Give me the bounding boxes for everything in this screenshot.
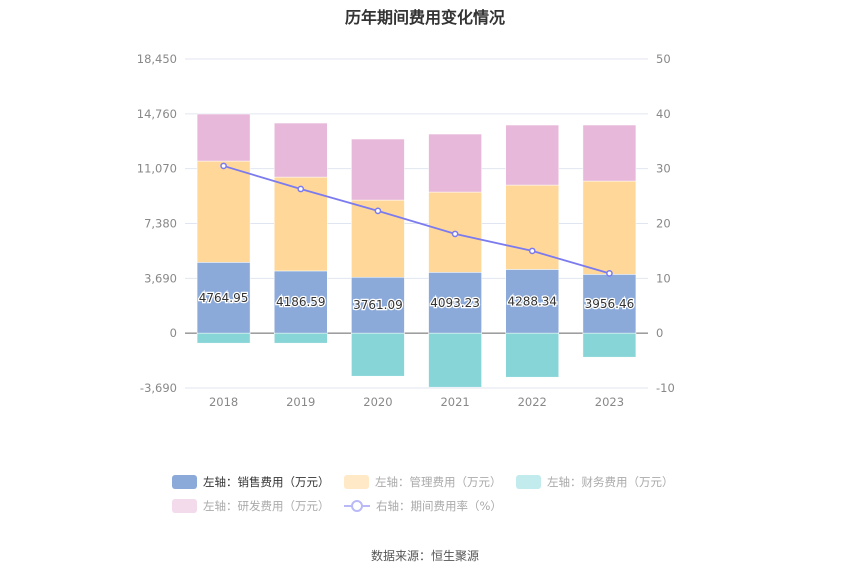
bar-segment bbox=[351, 138, 405, 201]
rate-point bbox=[220, 162, 227, 170]
bar-segment bbox=[428, 332, 482, 388]
bar-data-label: 3761.09 bbox=[353, 298, 403, 312]
rate-line bbox=[223, 165, 610, 275]
bar-segment bbox=[582, 124, 637, 182]
x-tick-label: 2020 bbox=[363, 395, 392, 409]
bar-segment bbox=[351, 277, 405, 334]
legend-admin[interactable]: 左轴：管理费用（万元） bbox=[344, 474, 502, 490]
bar-segment bbox=[582, 274, 637, 334]
bar-segment bbox=[582, 332, 637, 358]
right-tick-label: 50 bbox=[656, 52, 671, 66]
left-tick-label: 3,690 bbox=[144, 271, 177, 285]
left-tick-label: 14,760 bbox=[137, 107, 177, 121]
right-tick-label: 40 bbox=[656, 107, 671, 121]
legend-swatch bbox=[172, 475, 197, 489]
right-tick-label: -10 bbox=[656, 381, 675, 395]
legend-label: 左轴：管理费用（万元） bbox=[375, 475, 502, 489]
bar-segment bbox=[505, 124, 559, 186]
right-tick-label: 0 bbox=[656, 326, 663, 340]
bar-segment bbox=[351, 332, 405, 377]
x-tick-label: 2019 bbox=[286, 395, 315, 409]
right-tick-label: 10 bbox=[656, 271, 671, 285]
legend-label: 左轴：研发费用（万元） bbox=[203, 499, 330, 513]
bar-segment bbox=[196, 262, 251, 334]
rate-point bbox=[606, 270, 613, 277]
legend-label: 左轴：财务费用（万元） bbox=[547, 475, 674, 489]
x-tick-label: 2018 bbox=[209, 395, 238, 409]
bar-segment bbox=[428, 272, 482, 334]
x-tick-label: 2023 bbox=[595, 395, 624, 409]
legend-rd[interactable]: 左轴：研发费用（万元） bbox=[172, 498, 330, 514]
legend-label: 右轴：期间费用率（%） bbox=[376, 499, 502, 513]
bar-data-label: 4764.95 bbox=[199, 291, 249, 305]
x-tick-label: 2022 bbox=[518, 395, 547, 409]
left-tick-label: -3,690 bbox=[140, 381, 177, 395]
legend-label: 左轴：销售费用（万元） bbox=[203, 475, 330, 489]
bar-segment bbox=[196, 160, 251, 263]
bar-segment bbox=[196, 332, 251, 344]
bar-segment bbox=[274, 176, 328, 272]
bar-segment bbox=[274, 332, 328, 344]
left-tick-label: 0 bbox=[170, 326, 177, 340]
right-tick-label: 20 bbox=[656, 217, 671, 231]
data-source: 数据来源：恒生聚源 bbox=[370, 549, 479, 563]
chart-title: 历年期间费用变化情况 bbox=[344, 8, 505, 27]
bar-segment bbox=[196, 113, 251, 162]
bar-segment bbox=[274, 270, 328, 334]
legend-sales[interactable]: 左轴：销售费用（万元） bbox=[172, 474, 330, 490]
bar-segment bbox=[505, 332, 559, 378]
rate-point bbox=[528, 247, 536, 255]
left-tick-label: 18,450 bbox=[137, 52, 177, 66]
right-tick-label: 30 bbox=[656, 162, 671, 176]
bar-data-label: 4288.34 bbox=[507, 294, 557, 308]
rate-point bbox=[451, 230, 459, 238]
legend-swatch bbox=[172, 499, 197, 513]
bar-data-label: 4093.23 bbox=[430, 296, 480, 310]
legend-finance[interactable]: 左轴：财务费用（万元） bbox=[516, 474, 674, 490]
bar-data-label: 4186.59 bbox=[276, 295, 326, 309]
bar-segment bbox=[428, 133, 482, 193]
x-tick-label: 2021 bbox=[440, 395, 469, 409]
legend-line-circle-icon bbox=[344, 500, 370, 512]
bar-segment bbox=[505, 269, 559, 334]
left-tick-label: 11,070 bbox=[137, 162, 177, 176]
legend-swatch bbox=[344, 475, 369, 489]
left-tick-label: 7,380 bbox=[144, 217, 177, 231]
rate-point bbox=[374, 207, 382, 215]
bar-segment bbox=[274, 122, 328, 178]
bar-data-label: 3956.46 bbox=[585, 297, 635, 311]
bar-segment bbox=[582, 180, 637, 275]
legend-swatch bbox=[516, 475, 541, 489]
rate-point bbox=[297, 185, 305, 193]
legend-rate[interactable]: 右轴：期间费用率（%） bbox=[344, 498, 502, 514]
